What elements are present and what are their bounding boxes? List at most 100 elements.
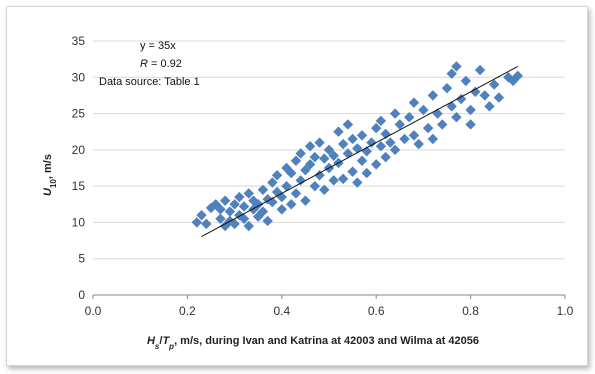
data-point (352, 177, 363, 188)
data-point (243, 220, 254, 232)
y-tick-label: 15 (72, 179, 86, 193)
data-point (215, 213, 226, 224)
data-point (238, 213, 250, 224)
tick-labels: 0 5 10 15 20 25 30 35 0.0 0.2 0.4 0.6 0.8 1.0 (72, 34, 574, 318)
data-point (418, 104, 429, 116)
data-point (196, 209, 207, 221)
data-point (314, 137, 325, 148)
data-point (394, 119, 405, 130)
x-title-p-sub: p (168, 342, 174, 351)
data-point (267, 177, 278, 188)
data-point (295, 175, 306, 186)
equation-label: y = 35x (140, 40, 176, 52)
data-point (441, 82, 453, 94)
data-point (479, 90, 490, 101)
x-tick-label: 0.8 (462, 304, 479, 318)
data-point (295, 148, 306, 159)
x-tick-label: 1.0 (557, 304, 574, 318)
data-point (319, 153, 330, 164)
data-point (347, 133, 358, 145)
x-tick-label: 0.4 (273, 304, 290, 318)
data-point (503, 72, 514, 83)
data-points (191, 61, 523, 232)
data-point (319, 184, 330, 195)
data-point (205, 202, 217, 214)
r-value: = 0.92 (148, 58, 182, 70)
x-tick-label: 0.6 (368, 304, 385, 318)
data-point (366, 137, 377, 148)
data-point (328, 150, 339, 161)
data-point (356, 155, 368, 166)
data-point (470, 86, 481, 97)
data-point (300, 164, 311, 176)
data-point (347, 166, 358, 177)
data-point (451, 112, 462, 123)
data-point (352, 143, 363, 154)
data-point (238, 201, 250, 212)
x-title-slash: / (159, 335, 162, 347)
data-point (507, 75, 519, 87)
data-point (333, 126, 344, 137)
y-tick-label: 20 (72, 143, 86, 157)
x-title-t: T (162, 335, 170, 347)
y-title-rest: , m/s (42, 154, 54, 179)
data-point (253, 199, 264, 210)
y-tick-label: 5 (78, 252, 85, 266)
scatter-plot: 0 5 10 15 20 25 30 35 0.0 0.2 0.4 0.6 0.8 1.0 y = 35x… (42, 34, 574, 351)
data-point (257, 184, 269, 195)
data-point (243, 188, 254, 199)
data-point (229, 199, 240, 210)
x-title-rest: , m/s, during Ivan and Katrina at 42003 … (174, 335, 479, 347)
data-point (451, 61, 462, 72)
data-point (309, 151, 321, 163)
data-point (375, 141, 387, 152)
data-point (474, 64, 486, 76)
data-point (484, 101, 495, 112)
data-point (489, 79, 500, 90)
data-point (446, 68, 457, 79)
data-point (290, 155, 302, 166)
data-source-label: Data source: Table 1 (99, 76, 200, 88)
data-point (201, 218, 212, 230)
data-point (304, 159, 316, 170)
data-point (314, 170, 325, 181)
data-point (215, 204, 226, 215)
data-point (342, 119, 354, 130)
data-point (446, 101, 457, 112)
data-point (427, 90, 439, 101)
data-point (389, 144, 401, 156)
data-point (300, 195, 311, 206)
data-point (460, 75, 472, 87)
data-point (219, 195, 231, 206)
x-title-s-sub: s (155, 342, 160, 351)
data-point (427, 133, 439, 145)
data-point (404, 112, 415, 123)
x-title-h: H (147, 335, 156, 347)
data-point (257, 206, 269, 217)
data-point (229, 218, 240, 230)
data-point (413, 138, 424, 150)
y-tick-label: 25 (72, 107, 86, 121)
r-label: R = 0.92 (140, 58, 182, 70)
y-tick-label: 0 (78, 288, 85, 302)
y-title-sub: 10 (49, 179, 58, 188)
y-tick-label: 10 (72, 215, 86, 229)
data-point (465, 104, 476, 116)
data-point (380, 151, 391, 163)
data-point (493, 92, 505, 103)
data-point (290, 188, 302, 199)
data-point (437, 119, 448, 130)
data-point (371, 159, 382, 170)
trendline (201, 65, 519, 238)
data-point (328, 175, 339, 186)
data-point (337, 138, 349, 150)
data-point (408, 130, 420, 141)
data-point (399, 133, 410, 145)
data-point (191, 217, 203, 228)
data-point (224, 206, 236, 217)
data-point (234, 191, 245, 203)
y-title-u: U (42, 187, 54, 196)
data-point (385, 137, 396, 148)
data-point (323, 144, 335, 156)
data-point (465, 119, 476, 130)
